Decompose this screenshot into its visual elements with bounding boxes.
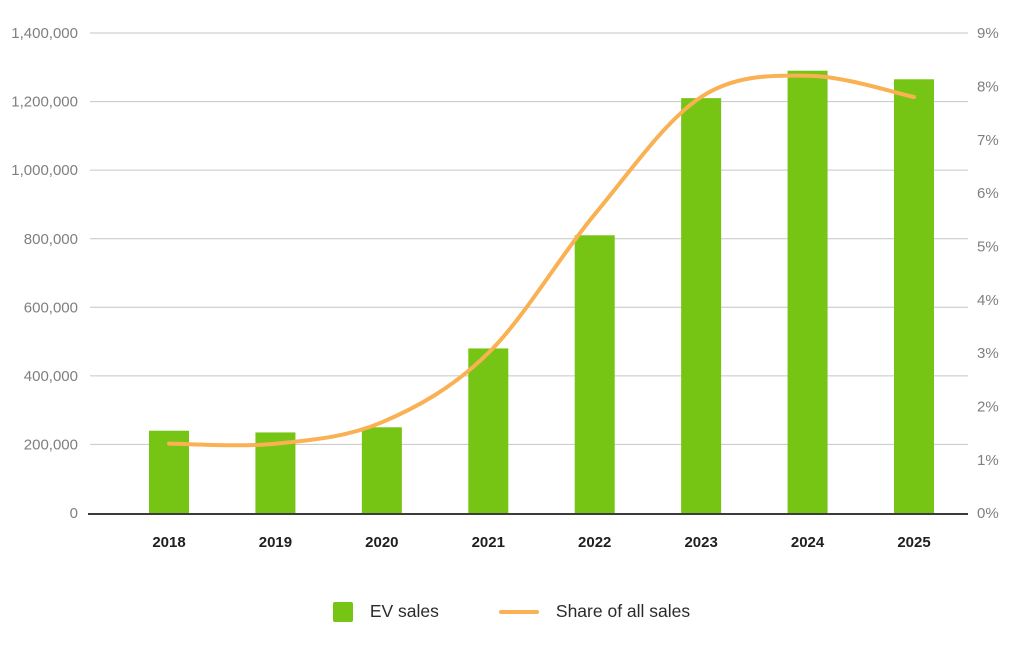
share-of-sales-line bbox=[167, 73, 916, 448]
y-axis-tick-label: 1,200,000 bbox=[11, 94, 78, 111]
left-axis-labels: 0 200,000 400,000 600,000 800,000 1,000,000 1,… bbox=[11, 25, 78, 522]
x-axis-label-2020: 2020 bbox=[365, 534, 398, 551]
x-axis-label-2018: 2018 bbox=[152, 534, 185, 551]
bar-2020 bbox=[361, 427, 402, 513]
y-axis-tick-label: 1,400,000 bbox=[11, 25, 78, 42]
bars-series-ev-sales bbox=[149, 70, 934, 514]
bar-2021 bbox=[468, 348, 509, 513]
y-axis-tick-label: 600,000 bbox=[24, 299, 78, 316]
y-axis-tick-label: 800,000 bbox=[24, 231, 78, 248]
x-axis-labels: 2018 2019 2020 2021 2022 2023 2024 2025 bbox=[152, 534, 930, 551]
y2-axis-tick-label: 0% bbox=[977, 505, 999, 522]
y2-axis-tick-label: 4% bbox=[977, 292, 999, 309]
bar-2023 bbox=[681, 98, 722, 514]
x-axis-label-2021: 2021 bbox=[472, 534, 505, 551]
y-axis-tick-label: 200,000 bbox=[24, 437, 78, 454]
y2-axis-tick-label: 8% bbox=[977, 78, 999, 95]
y-axis-tick-label: 400,000 bbox=[24, 368, 78, 385]
legend-label-ev-sales: EV sales bbox=[369, 601, 439, 621]
bar-2025 bbox=[894, 79, 934, 514]
x-axis-label-2024: 2024 bbox=[791, 534, 825, 551]
x-axis-label-2019: 2019 bbox=[259, 534, 292, 551]
legend-item-share: Share of all sales bbox=[498, 601, 691, 622]
y2-axis-tick-label: 9% bbox=[977, 25, 999, 42]
y2-axis-tick-label: 7% bbox=[977, 132, 999, 149]
y-axis-tick-label: 1,000,000 bbox=[11, 162, 78, 179]
ev-sales-swatch-icon bbox=[332, 601, 353, 622]
legend-item-ev-sales: EV sales bbox=[332, 601, 439, 622]
bar-2022 bbox=[574, 235, 615, 514]
chart-legend: EV sales Share of all sales bbox=[0, 601, 1023, 622]
right-axis-labels: 0% 1% 2% 3% 4% 5% 6% 7% 8% 9% bbox=[977, 25, 999, 522]
x-axis-label-2025: 2025 bbox=[897, 534, 930, 551]
y2-axis-tick-label: 2% bbox=[977, 398, 999, 415]
y-axis-tick-label: 0 bbox=[70, 505, 78, 522]
gridlines bbox=[90, 32, 968, 445]
ev-sales-combo-chart: 0 200,000 400,000 600,000 800,000 1,000,000 1,… bbox=[11, 25, 999, 551]
x-axis-label-2023: 2023 bbox=[684, 534, 717, 551]
y2-axis-tick-label: 6% bbox=[977, 185, 999, 202]
share-line-swatch-icon bbox=[498, 609, 539, 614]
bar-2024 bbox=[787, 70, 828, 513]
legend-label-share: Share of all sales bbox=[555, 601, 691, 621]
y2-axis-tick-label: 5% bbox=[977, 238, 999, 255]
y2-axis-tick-label: 3% bbox=[977, 345, 999, 362]
y2-axis-tick-label: 1% bbox=[977, 452, 999, 469]
x-axis-label-2022: 2022 bbox=[578, 534, 611, 551]
